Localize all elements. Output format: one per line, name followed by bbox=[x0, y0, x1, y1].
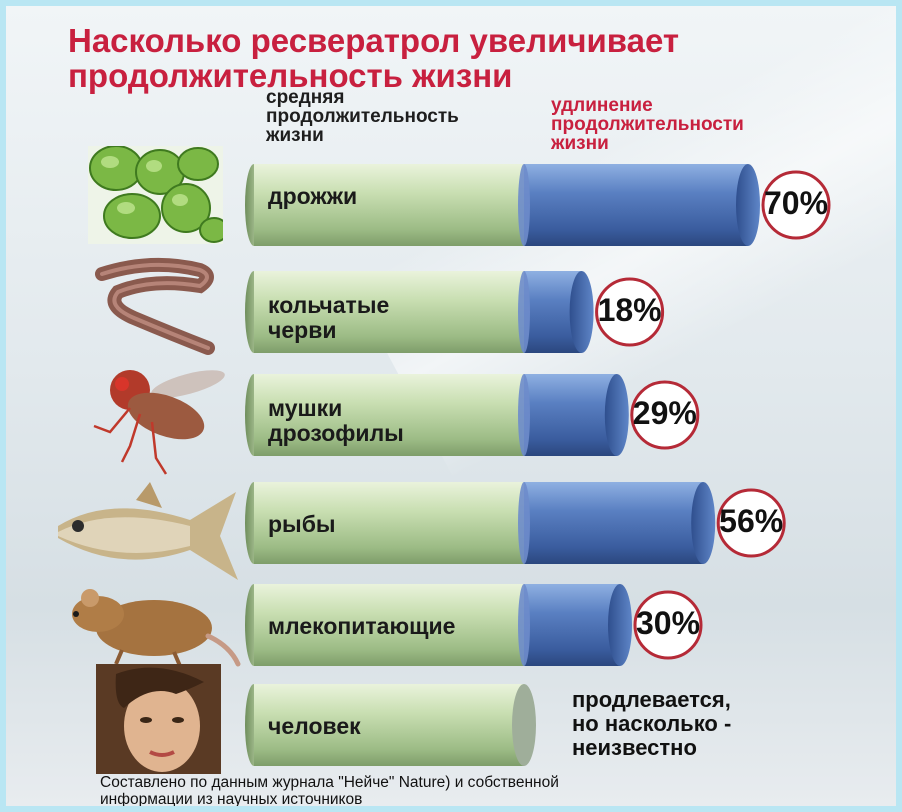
category-label: млекопитающие bbox=[268, 613, 456, 639]
data-label: 70% bbox=[763, 185, 829, 221]
bar-lifespan-extension bbox=[524, 374, 617, 456]
bar-cap-right bbox=[736, 164, 760, 246]
bar-average-lifespan bbox=[254, 684, 524, 766]
data-label: 29% bbox=[632, 395, 697, 431]
bar-row bbox=[245, 271, 665, 353]
data-label: 18% bbox=[597, 292, 662, 328]
bar-row bbox=[245, 482, 786, 564]
percent-badge bbox=[630, 380, 700, 450]
bar-segment-divider bbox=[518, 164, 530, 246]
data-label: 56% bbox=[719, 503, 784, 539]
bar-row bbox=[245, 584, 703, 666]
source-note: Составлено по данным журнала "Нейче" Nat… bbox=[100, 774, 559, 808]
fruit-fly-image bbox=[93, 370, 225, 475]
bar-segment-divider bbox=[518, 271, 530, 353]
bar-segment-divider bbox=[518, 374, 530, 456]
legend-average-lifespan: средняя продолжительность жизни bbox=[266, 87, 459, 146]
yeast-image bbox=[88, 146, 223, 244]
rat-image bbox=[72, 589, 241, 667]
bar-chart bbox=[245, 164, 831, 766]
bar-cap-right bbox=[691, 482, 716, 564]
data-label: 30% bbox=[635, 605, 701, 641]
legend-lifespan-extension: удлинение продолжительности жизни bbox=[551, 95, 744, 154]
bar-cap-right bbox=[512, 684, 536, 766]
bar-average-lifespan bbox=[254, 374, 524, 456]
category-label: дрожжи bbox=[268, 183, 358, 209]
bar-lifespan-extension bbox=[524, 584, 620, 666]
woman-portrait-image bbox=[96, 664, 221, 774]
category-label: кольчатые черви bbox=[268, 292, 390, 343]
bar-average-lifespan bbox=[254, 164, 524, 246]
bar-average-lifespan bbox=[254, 482, 524, 564]
bar-average-lifespan bbox=[254, 584, 524, 666]
bar-segment-divider bbox=[518, 584, 530, 666]
bar-cap-right bbox=[608, 584, 632, 666]
worm-image bbox=[95, 257, 215, 355]
percent-badge bbox=[761, 170, 831, 240]
category-label: мушки дрозофилы bbox=[268, 395, 404, 446]
bar-row bbox=[245, 374, 700, 456]
percent-badge bbox=[716, 488, 786, 558]
fish-image bbox=[58, 482, 238, 580]
bar-lifespan-extension bbox=[524, 482, 704, 564]
category-label: рыбы bbox=[268, 511, 336, 537]
bar-cap-right bbox=[569, 271, 594, 353]
bar-row bbox=[245, 684, 536, 766]
human-data-label: продлевается, но насколько - неизвестно bbox=[572, 687, 732, 760]
bar-average-lifespan bbox=[254, 271, 524, 353]
bar-row bbox=[245, 164, 831, 246]
bar-cap-right bbox=[604, 374, 629, 456]
bar-segment-divider bbox=[518, 482, 530, 564]
percent-badge bbox=[633, 590, 703, 660]
bar-lifespan-extension bbox=[524, 164, 748, 246]
category-label: человек bbox=[268, 713, 361, 739]
title-line-2: продолжительность жизни bbox=[68, 57, 513, 94]
title-line-1: Насколько ресвератрол увеличивает bbox=[68, 22, 680, 59]
percent-badge bbox=[595, 277, 665, 347]
